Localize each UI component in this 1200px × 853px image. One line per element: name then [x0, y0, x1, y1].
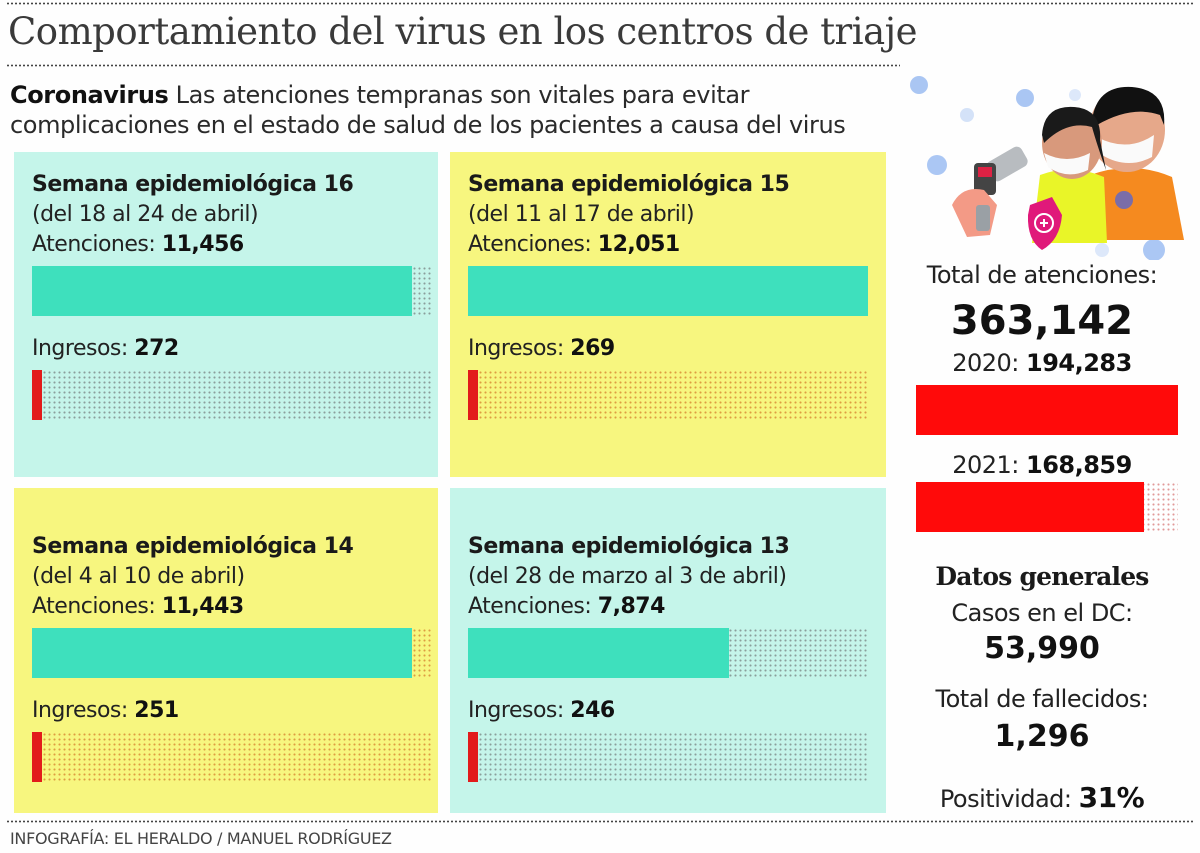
total-atenciones-value: 363,142: [950, 298, 1134, 344]
week-15-panel: Semana epidemiológica 15 (del 11 al 17 d…: [450, 152, 886, 477]
atenciones-value: 11,443: [161, 594, 244, 619]
ingresos-bar-track: [468, 370, 868, 420]
virus-icon: [1115, 191, 1133, 209]
atenciones-bar: [468, 628, 730, 678]
positividad-text: Positividad:: [939, 785, 1072, 813]
week-title: Semana epidemiológica 15: [468, 172, 790, 197]
year-2021-bar-track: [916, 482, 1178, 532]
atenciones-bar: [32, 628, 412, 678]
week-range: (del 28 de marzo al 3 de abril): [468, 564, 787, 589]
subtitle: Coronavirus Las atenciones tempranas son…: [10, 80, 930, 140]
ingresos-text: Ingresos:: [32, 698, 128, 723]
year-2020-bar-track: [916, 385, 1178, 435]
page-title: Comportamiento del virus en los centros …: [8, 10, 918, 53]
week-range: (del 18 al 24 de abril): [32, 202, 259, 227]
week-13-panel: Semana epidemiológica 13 (del 28 de marz…: [450, 488, 886, 813]
ingresos-bar-track: [32, 370, 432, 420]
atenciones-bar-track: [468, 266, 868, 316]
ingresos-bar: [468, 732, 478, 782]
subtitle-kicker: Coronavirus: [10, 81, 169, 109]
atenciones-text: Atenciones:: [468, 594, 592, 619]
ingresos-label: Ingresos: 246: [468, 696, 886, 726]
ingresos-value: 269: [570, 336, 615, 361]
virus-icon: [910, 76, 1165, 260]
subtitle-text: Las atenciones tempranas son vitales par…: [10, 81, 846, 139]
atenciones-value: 7,874: [597, 594, 666, 619]
atenciones-label: Atenciones: 7,874: [468, 592, 886, 622]
ingresos-label: Ingresos: 269: [468, 334, 886, 364]
positividad-label: Positividad: 31%: [892, 781, 1192, 814]
footer-divider: [6, 820, 1194, 823]
ingresos-value: 251: [134, 698, 179, 723]
year-2020-value: 194,283: [1026, 349, 1132, 377]
datos-generales-heading: Datos generales: [935, 562, 1149, 591]
atenciones-bar-track: [32, 628, 432, 678]
ingresos-text: Ingresos:: [32, 336, 128, 361]
ingresos-text: Ingresos:: [468, 698, 564, 723]
thermometer-gun-icon: [952, 146, 1028, 237]
year-2021-value: 168,859: [1026, 451, 1132, 479]
ingresos-bar: [468, 370, 478, 420]
atenciones-value: 11,456: [161, 232, 244, 257]
week-range: (del 11 al 17 de abril): [468, 202, 695, 227]
atenciones-text: Atenciones:: [32, 594, 156, 619]
atenciones-bar-track: [32, 266, 432, 316]
health-worker-illustration: [910, 76, 1184, 260]
atenciones-text: Atenciones:: [468, 232, 592, 257]
total-atenciones-label: Total de atenciones:: [926, 261, 1158, 289]
year-2020-text: 2020:: [952, 349, 1019, 377]
year-2021-label: 2021: 168,859: [892, 451, 1192, 479]
ingresos-bar-track: [32, 732, 432, 782]
fallecidos-label: Total de fallecidos:: [935, 685, 1149, 713]
atenciones-bar: [32, 266, 413, 316]
atenciones-value: 12,051: [597, 232, 680, 257]
casos-value: 53,990: [984, 631, 1100, 666]
casos-label: Casos en el DC:: [951, 599, 1133, 627]
week-title: Semana epidemiológica 13: [468, 534, 790, 559]
year-2020-bar: [916, 385, 1178, 435]
atenciones-label: Atenciones: 12,051: [468, 230, 886, 260]
ingresos-value: 246: [570, 698, 615, 723]
ingresos-value: 272: [134, 336, 179, 361]
title-divider: [6, 64, 900, 67]
year-2021-text: 2021:: [952, 451, 1019, 479]
year-2021-bar: [916, 482, 1144, 532]
ingresos-bar-track: [468, 732, 868, 782]
atenciones-text: Atenciones:: [32, 232, 156, 257]
year-2020-label: 2020: 194,283: [892, 349, 1192, 377]
week-14-panel: Semana epidemiológica 14 (del 4 al 10 de…: [14, 488, 438, 813]
positividad-value: 31%: [1078, 781, 1145, 814]
week-range: (del 4 al 10 de abril): [32, 564, 245, 589]
atenciones-label: Atenciones: 11,443: [32, 592, 438, 622]
top-divider: [6, 2, 1194, 5]
credit-line: INFOGRAFÍA: EL HERALDO / MANUEL RODRÍGUE…: [10, 829, 392, 848]
ingresos-text: Ingresos:: [468, 336, 564, 361]
fallecidos-value: 1,296: [994, 719, 1090, 754]
atenciones-label: Atenciones: 11,456: [32, 230, 438, 260]
man-shirt: [1090, 167, 1184, 240]
ingresos-bar: [32, 370, 42, 420]
hand: [952, 189, 997, 237]
atenciones-bar-track: [468, 628, 868, 678]
atenciones-bar: [468, 266, 868, 316]
week-title: Semana epidemiológica 14: [32, 534, 354, 559]
ingresos-bar: [32, 732, 42, 782]
week-title: Semana epidemiológica 16: [32, 172, 354, 197]
ingresos-label: Ingresos: 251: [32, 696, 438, 726]
ingresos-label: Ingresos: 272: [32, 334, 438, 364]
week-16-panel: Semana epidemiológica 16 (del 18 al 24 d…: [14, 152, 438, 477]
